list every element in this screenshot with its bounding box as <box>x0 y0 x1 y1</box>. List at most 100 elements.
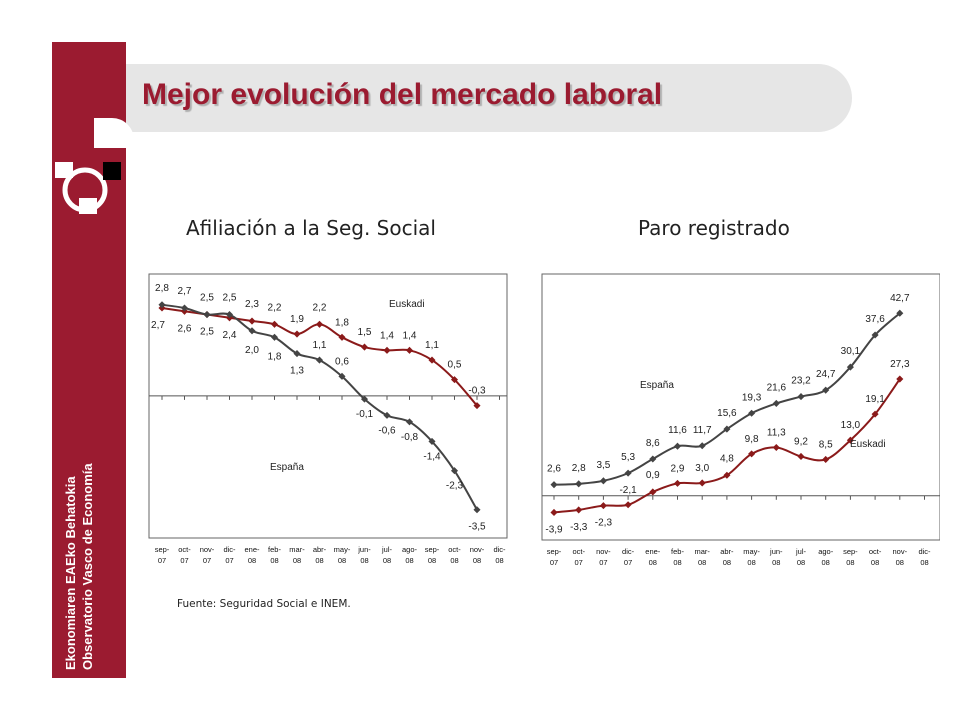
data-label: -1,4 <box>423 451 441 462</box>
data-label: 1,1 <box>425 340 439 351</box>
data-label: 5,3 <box>621 452 635 463</box>
data-label: 1,4 <box>403 330 417 341</box>
data-point <box>822 386 830 394</box>
x-tick-label: sep- <box>843 547 858 556</box>
data-point <box>428 356 436 364</box>
data-label: 37,6 <box>865 314 885 325</box>
x-tick-label: nov- <box>200 545 215 554</box>
chart-1-title: Afiliación a la Seg. Social <box>186 216 436 240</box>
data-point <box>896 375 904 383</box>
data-label: 21,6 <box>767 382 787 393</box>
x-tick-label: 08 <box>473 556 481 565</box>
data-label: 0,6 <box>335 356 349 367</box>
sidebar-line-1: Ekonomiaren EAEko Behatokia <box>63 476 78 670</box>
data-label: -2,3 <box>595 518 613 529</box>
data-label: 2,7 <box>151 320 165 331</box>
chart-2-title: Paro registrado <box>638 216 790 240</box>
data-label: 2,6 <box>547 464 561 475</box>
data-label: 0,5 <box>448 360 462 371</box>
x-tick-label: 08 <box>270 556 278 565</box>
data-label: -2,1 <box>619 485 637 496</box>
data-point <box>360 343 369 351</box>
x-tick-label: 08 <box>649 558 657 567</box>
data-label: -0,3 <box>468 386 486 397</box>
x-tick-label: oct- <box>448 545 461 554</box>
title-bar <box>126 64 852 132</box>
x-tick-label: oct- <box>572 547 585 556</box>
x-tick-label: 08 <box>747 558 755 567</box>
data-label: 2,6 <box>178 323 192 334</box>
x-tick-label: dic- <box>493 545 506 554</box>
data-label: 9,8 <box>745 434 759 445</box>
data-label: 8,5 <box>819 439 833 450</box>
data-point <box>428 437 436 445</box>
x-tick-label: 08 <box>338 556 346 565</box>
x-tick-label: sep- <box>425 545 440 554</box>
x-tick-label: abr- <box>720 547 734 556</box>
x-tick-label: jun- <box>357 545 371 554</box>
x-tick-label: 08 <box>772 558 780 567</box>
x-tick-label: 07 <box>599 558 607 567</box>
data-label: 1,5 <box>358 327 372 338</box>
data-label: 11,7 <box>693 425 712 436</box>
data-label: -0,1 <box>356 409 374 420</box>
x-tick-label: sep- <box>547 547 562 556</box>
data-label: 11,3 <box>767 427 786 438</box>
series-name-label: Euskadi <box>850 439 886 450</box>
x-tick-label: oct- <box>869 547 882 556</box>
x-tick-label: oct- <box>178 545 191 554</box>
data-label: 9,2 <box>794 436 808 447</box>
data-point <box>822 455 830 463</box>
x-tick-label: 08 <box>846 558 854 567</box>
x-tick-label: 08 <box>428 556 436 565</box>
x-tick-label: jul- <box>381 545 393 554</box>
data-label: 19,1 <box>865 394 885 405</box>
page-title: Mejor evolución del mercado laboral <box>142 78 663 111</box>
x-tick-label: 08 <box>293 556 301 565</box>
data-point <box>315 356 324 364</box>
data-label: 2,7 <box>178 286 192 297</box>
x-tick-label: dic- <box>918 547 931 556</box>
series-name-label: España <box>270 462 304 473</box>
x-tick-label: 08 <box>723 558 731 567</box>
data-label: 2,5 <box>200 293 214 304</box>
data-label: 1,4 <box>380 330 394 341</box>
x-tick-label: ene- <box>244 545 260 554</box>
x-tick-label: feb- <box>268 545 281 554</box>
x-tick-label: 08 <box>673 558 681 567</box>
data-label: 15,6 <box>717 408 737 419</box>
x-tick-label: ene- <box>645 547 661 556</box>
data-point <box>203 310 211 319</box>
x-tick-label: 08 <box>896 558 904 567</box>
data-point <box>270 320 279 328</box>
x-tick-label: 07 <box>624 558 632 567</box>
data-point <box>649 488 657 496</box>
data-label: -0,6 <box>378 425 396 436</box>
data-label: 2,8 <box>155 283 169 294</box>
x-tick-label: 08 <box>495 556 503 565</box>
x-tick-label: feb- <box>671 547 684 556</box>
data-point <box>450 376 459 384</box>
data-label: 0,9 <box>646 470 660 481</box>
paro-chart: 2,6 2,8 3,5 5,3 8,6 11,6 11,7 15,6 19,3 21,6 23,2 2… <box>541 273 940 567</box>
data-label: -2,3 <box>446 481 464 492</box>
data-label: 2,5 <box>223 293 237 304</box>
x-tick-label: dic- <box>223 545 236 554</box>
data-point <box>338 372 346 380</box>
data-label: 4,8 <box>720 453 734 464</box>
data-point <box>293 350 301 358</box>
data-point <box>270 333 279 341</box>
sidebar-band <box>52 42 126 678</box>
x-tick-label: jul- <box>795 547 807 556</box>
data-point <box>673 479 682 487</box>
data-point <box>383 346 391 354</box>
x-tick-label: nov- <box>893 547 908 556</box>
data-label: 27,3 <box>890 359 910 370</box>
data-point <box>772 443 780 452</box>
data-point <box>405 418 414 426</box>
x-tick-label: 08 <box>405 556 413 565</box>
data-label: 2,9 <box>671 463 685 474</box>
data-point <box>315 320 324 328</box>
data-label: -3,9 <box>545 524 563 535</box>
x-tick-label: 07 <box>550 558 558 567</box>
